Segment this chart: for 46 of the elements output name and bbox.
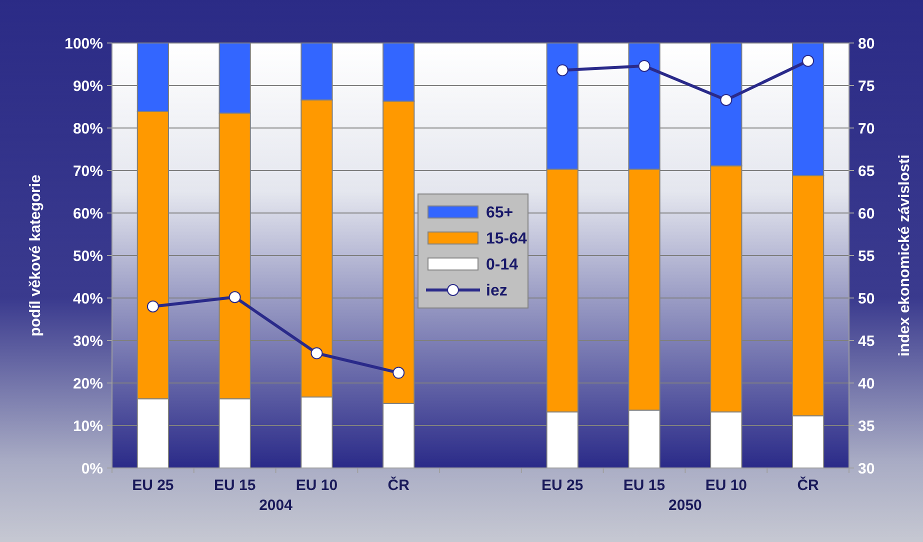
point — [392, 366, 405, 379]
y-tick-label: 30% — [72, 332, 103, 350]
x-tick-label: EU 25 — [542, 477, 584, 494]
y-tick-label: 10% — [72, 418, 103, 435]
point — [146, 300, 159, 312]
x-tick-label: ČR — [388, 476, 410, 494]
x-tick-label: EU 10 — [296, 477, 338, 494]
y2-tick-label: 55 — [858, 248, 875, 265]
point — [720, 94, 732, 106]
legend-label: 15-64 — [486, 230, 528, 248]
y2-tick-label: 70 — [858, 120, 875, 138]
y-tick-label: 70% — [72, 162, 103, 180]
point — [802, 54, 814, 67]
y2-tick-label: 45 — [858, 332, 875, 350]
text: 2050 — [668, 497, 702, 514]
y-tick-label: 50% — [72, 248, 103, 265]
x-tick-label: EU 15 — [214, 477, 256, 494]
y-tick-label: 90% — [72, 78, 103, 95]
x-tick-label: EU 15 — [623, 477, 666, 494]
y-tick-label: 0% — [81, 460, 103, 478]
y2-tick-label: 75 — [858, 78, 875, 95]
y2-tick-label: 30 — [858, 460, 875, 478]
y-tick-label: 40% — [72, 290, 103, 308]
legend-label: 65+ — [486, 204, 514, 222]
point — [556, 64, 568, 76]
y-tick-label: 100% — [64, 35, 103, 52]
y-tick-label: 80% — [72, 120, 103, 138]
y-axis-title: podíl věkové kategorie — [27, 174, 44, 336]
y2-tick-label: 65 — [858, 162, 875, 180]
point — [638, 60, 650, 72]
text: 2004 — [259, 497, 294, 514]
y-tick-label: 20% — [72, 375, 103, 392]
y2-axis-title: index ekonomické závislosti — [896, 154, 913, 356]
y2-tick-label: 60 — [858, 205, 875, 222]
point — [310, 347, 323, 360]
x-tick-label: EU 25 — [132, 477, 174, 494]
x-tick-label: EU 10 — [705, 477, 748, 494]
y-tick-label: 60% — [72, 205, 103, 222]
y2-tick-label: 80 — [858, 35, 875, 52]
y2-tick-label: 40 — [858, 375, 875, 392]
y2-tick-label: 50 — [858, 290, 875, 308]
y2-tick-label: 35 — [858, 418, 875, 435]
legend-label: 0-14 — [486, 256, 518, 274]
x-tick-label: ČR — [797, 476, 820, 494]
point — [228, 291, 241, 304]
legend-label: iez — [486, 282, 508, 300]
